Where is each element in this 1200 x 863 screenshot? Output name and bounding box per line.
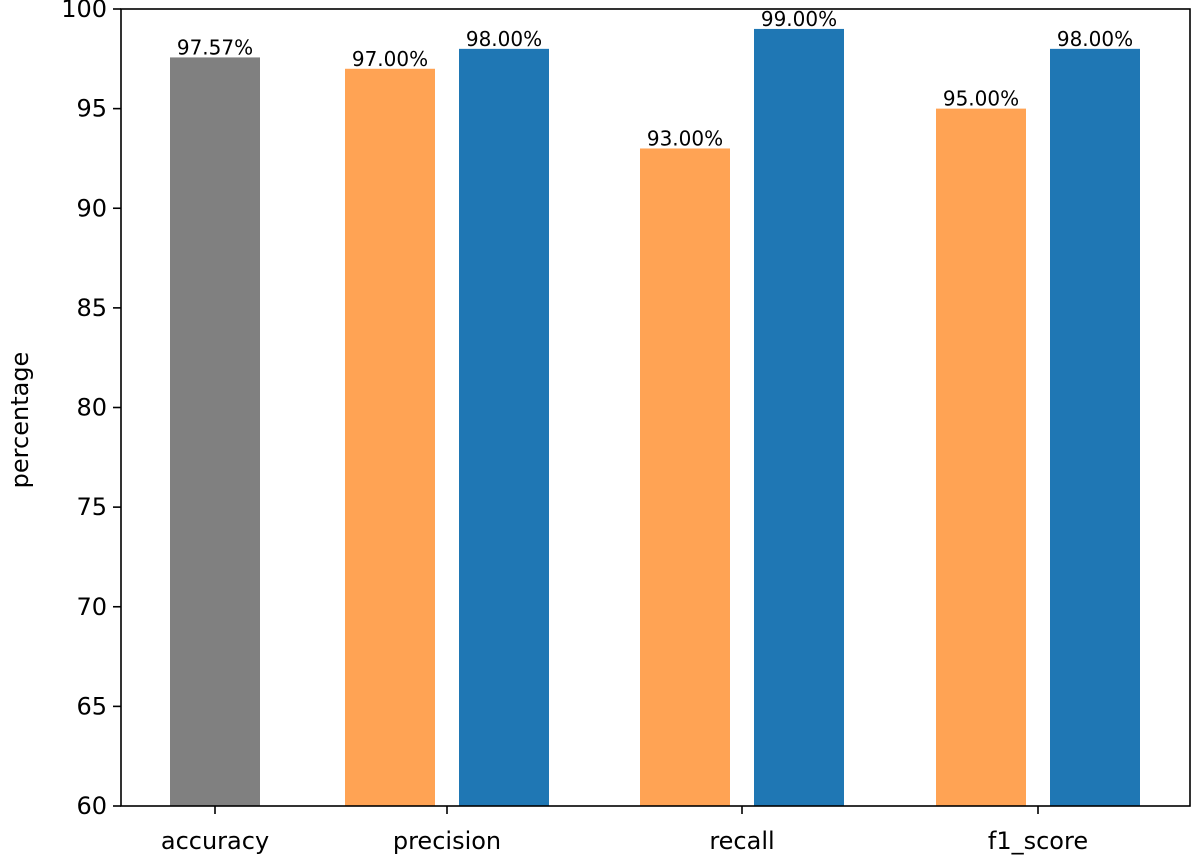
- bar-value-label: 97.00%: [352, 47, 428, 71]
- bar-f1_score-1: [936, 108, 1026, 806]
- y-axis: 60 65 70 75 80 85 90 95 100: [61, 0, 121, 820]
- x-axis: accuracy precision recall f1_score: [161, 806, 1088, 855]
- y-tick-label: 90: [76, 194, 107, 222]
- x-tick-label: recall: [709, 827, 774, 855]
- y-axis-title: percentage: [6, 352, 34, 489]
- y-tick-label: 60: [76, 792, 107, 820]
- bar-recall-2: [754, 28, 844, 807]
- bar-value-label: 98.00%: [1057, 27, 1133, 51]
- y-tick-label: 65: [76, 692, 107, 720]
- bar-recall-1: [640, 148, 730, 807]
- y-tick-label: 95: [76, 95, 107, 123]
- y-tick-label: 75: [76, 493, 107, 521]
- bar-value-label: 95.00%: [943, 87, 1019, 111]
- bar-value-label: 97.57%: [177, 35, 253, 59]
- y-tick-label: 70: [76, 593, 107, 621]
- x-tick-label: accuracy: [161, 827, 269, 855]
- bars-group: [170, 28, 1140, 807]
- bar-value-label: 93.00%: [647, 126, 723, 150]
- bar-value-label: 98.00%: [466, 27, 542, 51]
- bar-f1_score-2: [1050, 48, 1140, 807]
- bar-precision-1: [345, 68, 435, 806]
- x-tick-label: precision: [393, 827, 501, 855]
- y-tick-label: 85: [76, 294, 107, 322]
- bar-labels-group: 97.57% 97.00% 98.00% 93.00% 99.00% 95.00% 98.0…: [177, 7, 1133, 151]
- x-tick-label: f1_score: [988, 827, 1088, 855]
- bar-precision-2: [459, 48, 549, 807]
- y-tick-label: 80: [76, 394, 107, 422]
- y-tick-label: 100: [61, 0, 107, 23]
- bar-value-label: 99.00%: [761, 7, 837, 31]
- bar-accuracy-1: [170, 57, 260, 807]
